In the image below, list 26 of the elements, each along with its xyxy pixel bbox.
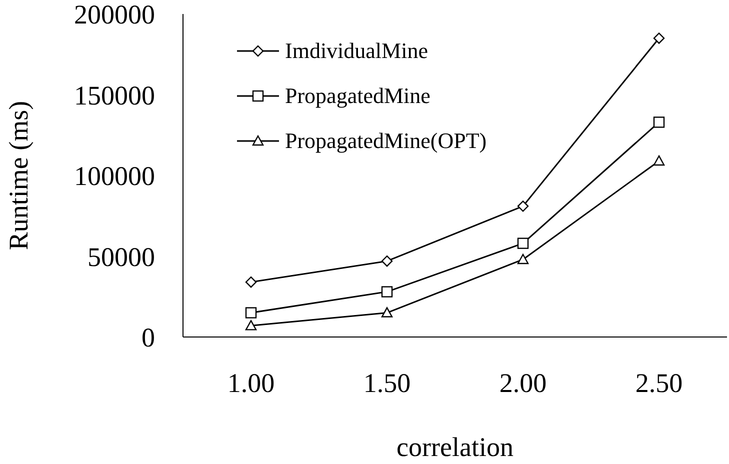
point: [653, 155, 665, 166]
point: [517, 200, 529, 212]
y-tick-label: 100000: [74, 161, 155, 192]
x-axis-title: correlation: [396, 432, 514, 462]
point: [381, 307, 393, 318]
point: [381, 255, 393, 267]
x-tick-label: 1.50: [363, 368, 411, 398]
x-tick-label: 2.00: [499, 368, 547, 398]
point: [517, 254, 529, 264]
point: [245, 276, 257, 288]
y-tick-label: 0: [142, 322, 155, 353]
point: [381, 286, 393, 298]
y-axis-title: Runtime (ms): [4, 100, 34, 250]
legend-label: PropagatedMine(OPT): [285, 128, 487, 154]
point: [245, 307, 257, 318]
y-tick-label: 150000: [74, 80, 155, 110]
point: [653, 116, 665, 128]
point: [653, 32, 665, 44]
x-tick-label: 2.50: [635, 368, 683, 398]
x-tick-label: 1.00: [227, 368, 275, 398]
legend-label: ImdividualMine: [285, 38, 428, 64]
y-tick-label: 200000: [74, 0, 155, 30]
y-tick-label: 50000: [88, 242, 155, 272]
point: [245, 320, 257, 330]
point: [517, 238, 529, 249]
legend-label: PropagatedMine: [285, 82, 430, 108]
